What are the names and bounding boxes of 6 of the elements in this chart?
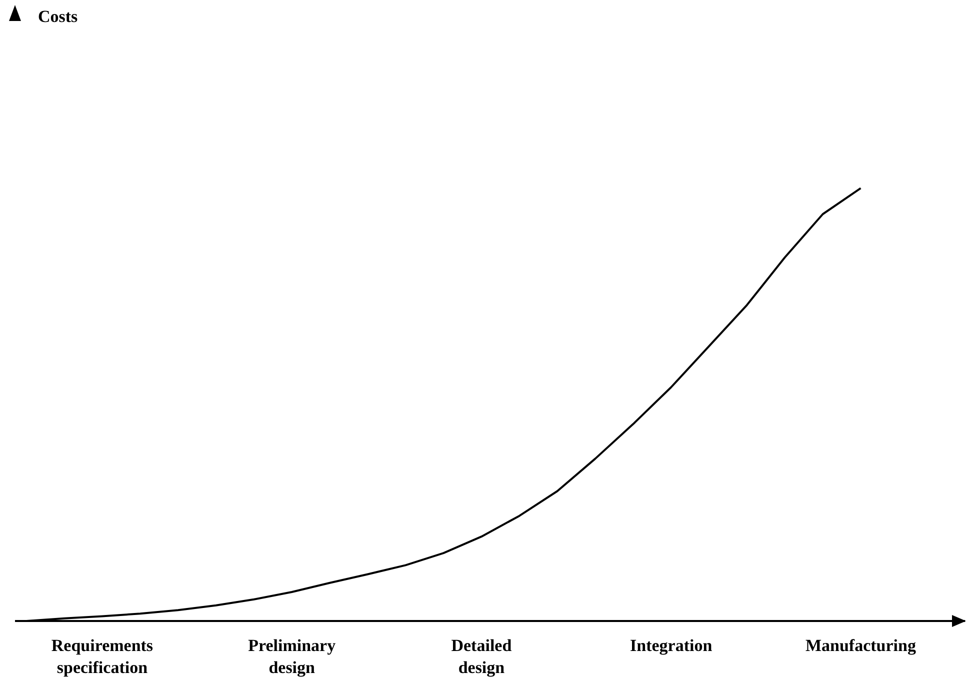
x-tick-label: Requirements specification (51, 636, 154, 677)
x-tick-label: Detailed design (451, 636, 512, 677)
x-tick-label: Manufacturing (805, 636, 916, 655)
x-tick-label: Integration (630, 636, 713, 655)
x-tick-label: Preliminary design (248, 636, 336, 677)
text: Costs (38, 7, 78, 26)
